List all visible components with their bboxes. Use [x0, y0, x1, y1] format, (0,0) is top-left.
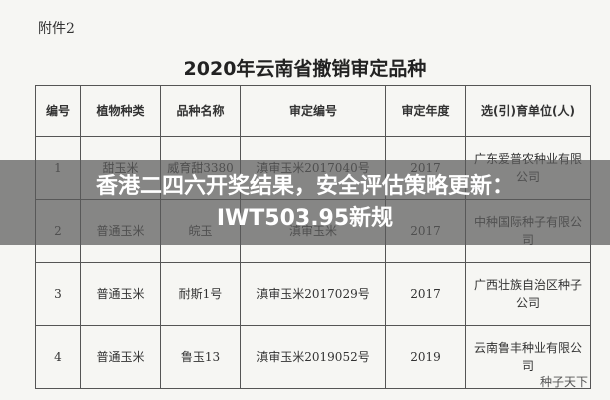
table-cell: 耐斯1号	[160, 262, 241, 326]
table-body: 1甜玉米威育甜3380滇审玉米2017040号2017广东爱普农种业有限公司2普…	[35, 136, 591, 389]
table-row: 3 普通玉米 耐斯1号 滇审玉米2017029号 2017 广西壮族自治区种子公司	[35, 262, 591, 326]
table-cell: 鲁玉13	[160, 325, 241, 389]
column-header: 编号	[35, 85, 81, 137]
table-cell: 滇审玉米2017029号	[240, 262, 386, 326]
table-cell: 普通玉米	[80, 262, 161, 326]
table-cell: 2019	[385, 325, 466, 389]
column-header: 审定年度	[385, 85, 466, 137]
table-cell: 广西壮族自治区种子公司	[465, 262, 591, 326]
document-title: 2020年云南省撤销审定品种	[183, 58, 427, 80]
table-cell: 3	[35, 262, 81, 326]
header-row: 编号 植物种类 品种名称 审定编号 审定年度 选(引)育单位(人)	[35, 85, 591, 137]
table-cell: 普通玉米	[80, 325, 161, 389]
column-header: 审定编号	[240, 85, 386, 137]
watermark: 种子天下	[539, 375, 588, 389]
column-header: 植物种类	[80, 85, 161, 137]
banner-text: 香港二四六开奖结果，安全评估策略更新：IWT503.95新规	[95, 173, 514, 231]
table-cell: 滇审玉米2019052号	[240, 325, 386, 389]
attachment-label: 附件2	[38, 21, 75, 37]
table-cell: 2017	[385, 262, 466, 326]
column-header: 品种名称	[160, 85, 241, 137]
table-row: 4 普通玉米 鲁玉13 滇审玉米2019052号 2019 云南鲁丰种业有限公司	[35, 325, 591, 389]
column-header: 选(引)育单位(人)	[465, 85, 591, 137]
overlay-banner: 香港二四六开奖结果，安全评估策略更新：IWT503.95新规	[0, 160, 610, 245]
table-cell: 4	[35, 325, 81, 389]
table-cell: 云南鲁丰种业有限公司	[465, 325, 591, 389]
